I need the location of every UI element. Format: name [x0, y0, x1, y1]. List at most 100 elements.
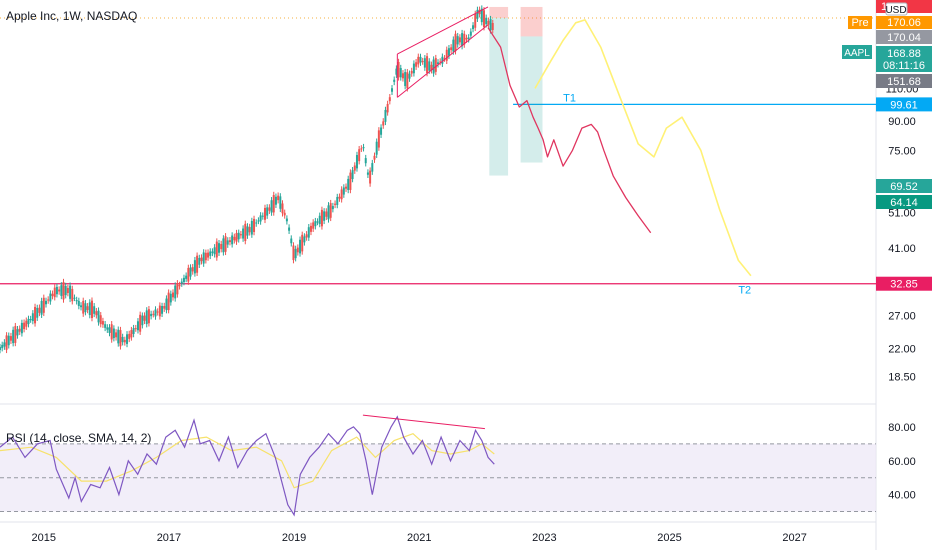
price-candle: [172, 292, 175, 298]
level-tag-t2: T2: [738, 285, 751, 297]
projection-path-pink[interactable]: [487, 27, 652, 234]
price-candle: [380, 127, 383, 135]
rsi-tick-label: 60.00: [888, 456, 916, 468]
price-candle: [132, 328, 135, 335]
price-candle: [231, 235, 234, 245]
price-candle: [478, 9, 481, 15]
currency-badge[interactable]: USD: [885, 5, 906, 16]
price-candle: [198, 257, 201, 265]
price-candle: [408, 73, 411, 79]
price-candle: [7, 335, 10, 346]
price-candle: [445, 49, 448, 61]
price-candle: [209, 251, 212, 256]
price-candle: [382, 121, 385, 126]
projection-paths[interactable]: [487, 19, 752, 277]
price-candle: [248, 227, 251, 233]
rsi-axis[interactable]: 80.00 60.00 40.00: [888, 422, 916, 502]
stop-zone-1[interactable]: [489, 6, 509, 18]
price-candle: [244, 223, 247, 242]
level-axis-tag-bg: [876, 276, 932, 291]
price-candle: [101, 321, 104, 325]
price-candle: [268, 207, 271, 211]
price-tick-label: 41.00: [888, 243, 916, 255]
price-candle: [320, 209, 323, 227]
price-candle: [303, 236, 306, 243]
price-axis[interactable]: 110.0090.0075.0051.0041.0027.0022.0018.5…: [842, 0, 932, 384]
price-candle: [44, 300, 47, 305]
price-candle: [399, 68, 402, 78]
price-candle: [119, 330, 122, 347]
price-candle: [169, 293, 172, 303]
price-candle: [0, 347, 1, 350]
price-candle: [305, 234, 308, 238]
price-candle: [450, 47, 453, 51]
price-candle: [165, 298, 168, 311]
price-candle: [29, 319, 32, 321]
price-candle: [112, 328, 115, 339]
time-axis[interactable]: 2015 2017 2019 2021 2023 2025 2027: [32, 532, 807, 544]
currency-badge-bg[interactable]: [885, 2, 908, 16]
time-tick-label: 2027: [782, 532, 806, 544]
price-candle: [86, 306, 89, 310]
price-candle: [75, 299, 78, 302]
price-candle: [430, 64, 433, 71]
rising-channel[interactable]: [396, 6, 489, 98]
time-tick-label: 2019: [282, 532, 306, 544]
price-candle: [441, 56, 444, 64]
price-candle: [351, 170, 354, 179]
rsi-divergence-line[interactable]: [362, 414, 485, 430]
price-candle: [182, 277, 185, 283]
price-candle: [384, 109, 387, 122]
price-candle: [62, 282, 65, 300]
price-candle: [288, 227, 291, 231]
price-tag-bg: [876, 58, 932, 72]
rsi-panel[interactable]: [0, 414, 876, 517]
price-candle: [187, 267, 190, 282]
price-candle: [23, 322, 26, 330]
price-candle: [34, 306, 37, 324]
price-candle: [314, 221, 317, 227]
price-candle: [404, 72, 407, 87]
price-tick-label: 51.00: [888, 208, 916, 220]
price-candle: [123, 339, 126, 343]
price-candle: [20, 322, 23, 334]
chart-title: Apple Inc, 1W, NASDAQ: [6, 9, 138, 23]
price-panel[interactable]: T1 T2: [0, 0, 877, 550]
price-candle: [239, 234, 242, 236]
price-candle: [463, 33, 466, 45]
level-axis-tag: 32.85: [890, 279, 918, 291]
price-tick-label: 75.00: [888, 145, 916, 157]
price-candle: [329, 203, 332, 218]
price-tick-label: 18.50: [888, 372, 916, 384]
price-candle: [292, 245, 295, 261]
price-candle: [115, 332, 118, 338]
price-candle: [406, 72, 409, 89]
price-candle: [415, 62, 418, 67]
price-candle: [426, 56, 429, 74]
projection-path-yellow[interactable]: [534, 19, 752, 277]
price-candle: [434, 58, 437, 72]
price-candle: [80, 305, 83, 308]
price-candle: [108, 327, 111, 333]
channel-upper-line[interactable]: [397, 6, 489, 55]
price-candle: [204, 252, 207, 261]
position-boxes[interactable]: [489, 6, 543, 176]
stop-zone-2[interactable]: [520, 6, 543, 37]
price-candle: [266, 207, 269, 216]
price-candle: [167, 292, 170, 311]
pre-price-tag-bg: [876, 16, 932, 29]
price-candle: [88, 302, 91, 316]
channel-lower-line[interactable]: [397, 24, 489, 98]
price-candle: [393, 79, 396, 82]
symbol-badge-bg: [842, 45, 872, 59]
price-candle: [134, 328, 137, 330]
target-zone-2[interactable]: [520, 36, 543, 163]
price-candle: [130, 330, 133, 338]
price-candle: [176, 283, 179, 295]
target-zone-1[interactable]: [489, 17, 509, 176]
symbol-badge: AAPL: [844, 48, 870, 59]
price-candle: [347, 178, 350, 190]
price-candle: [482, 10, 485, 28]
price-candle: [95, 311, 98, 316]
